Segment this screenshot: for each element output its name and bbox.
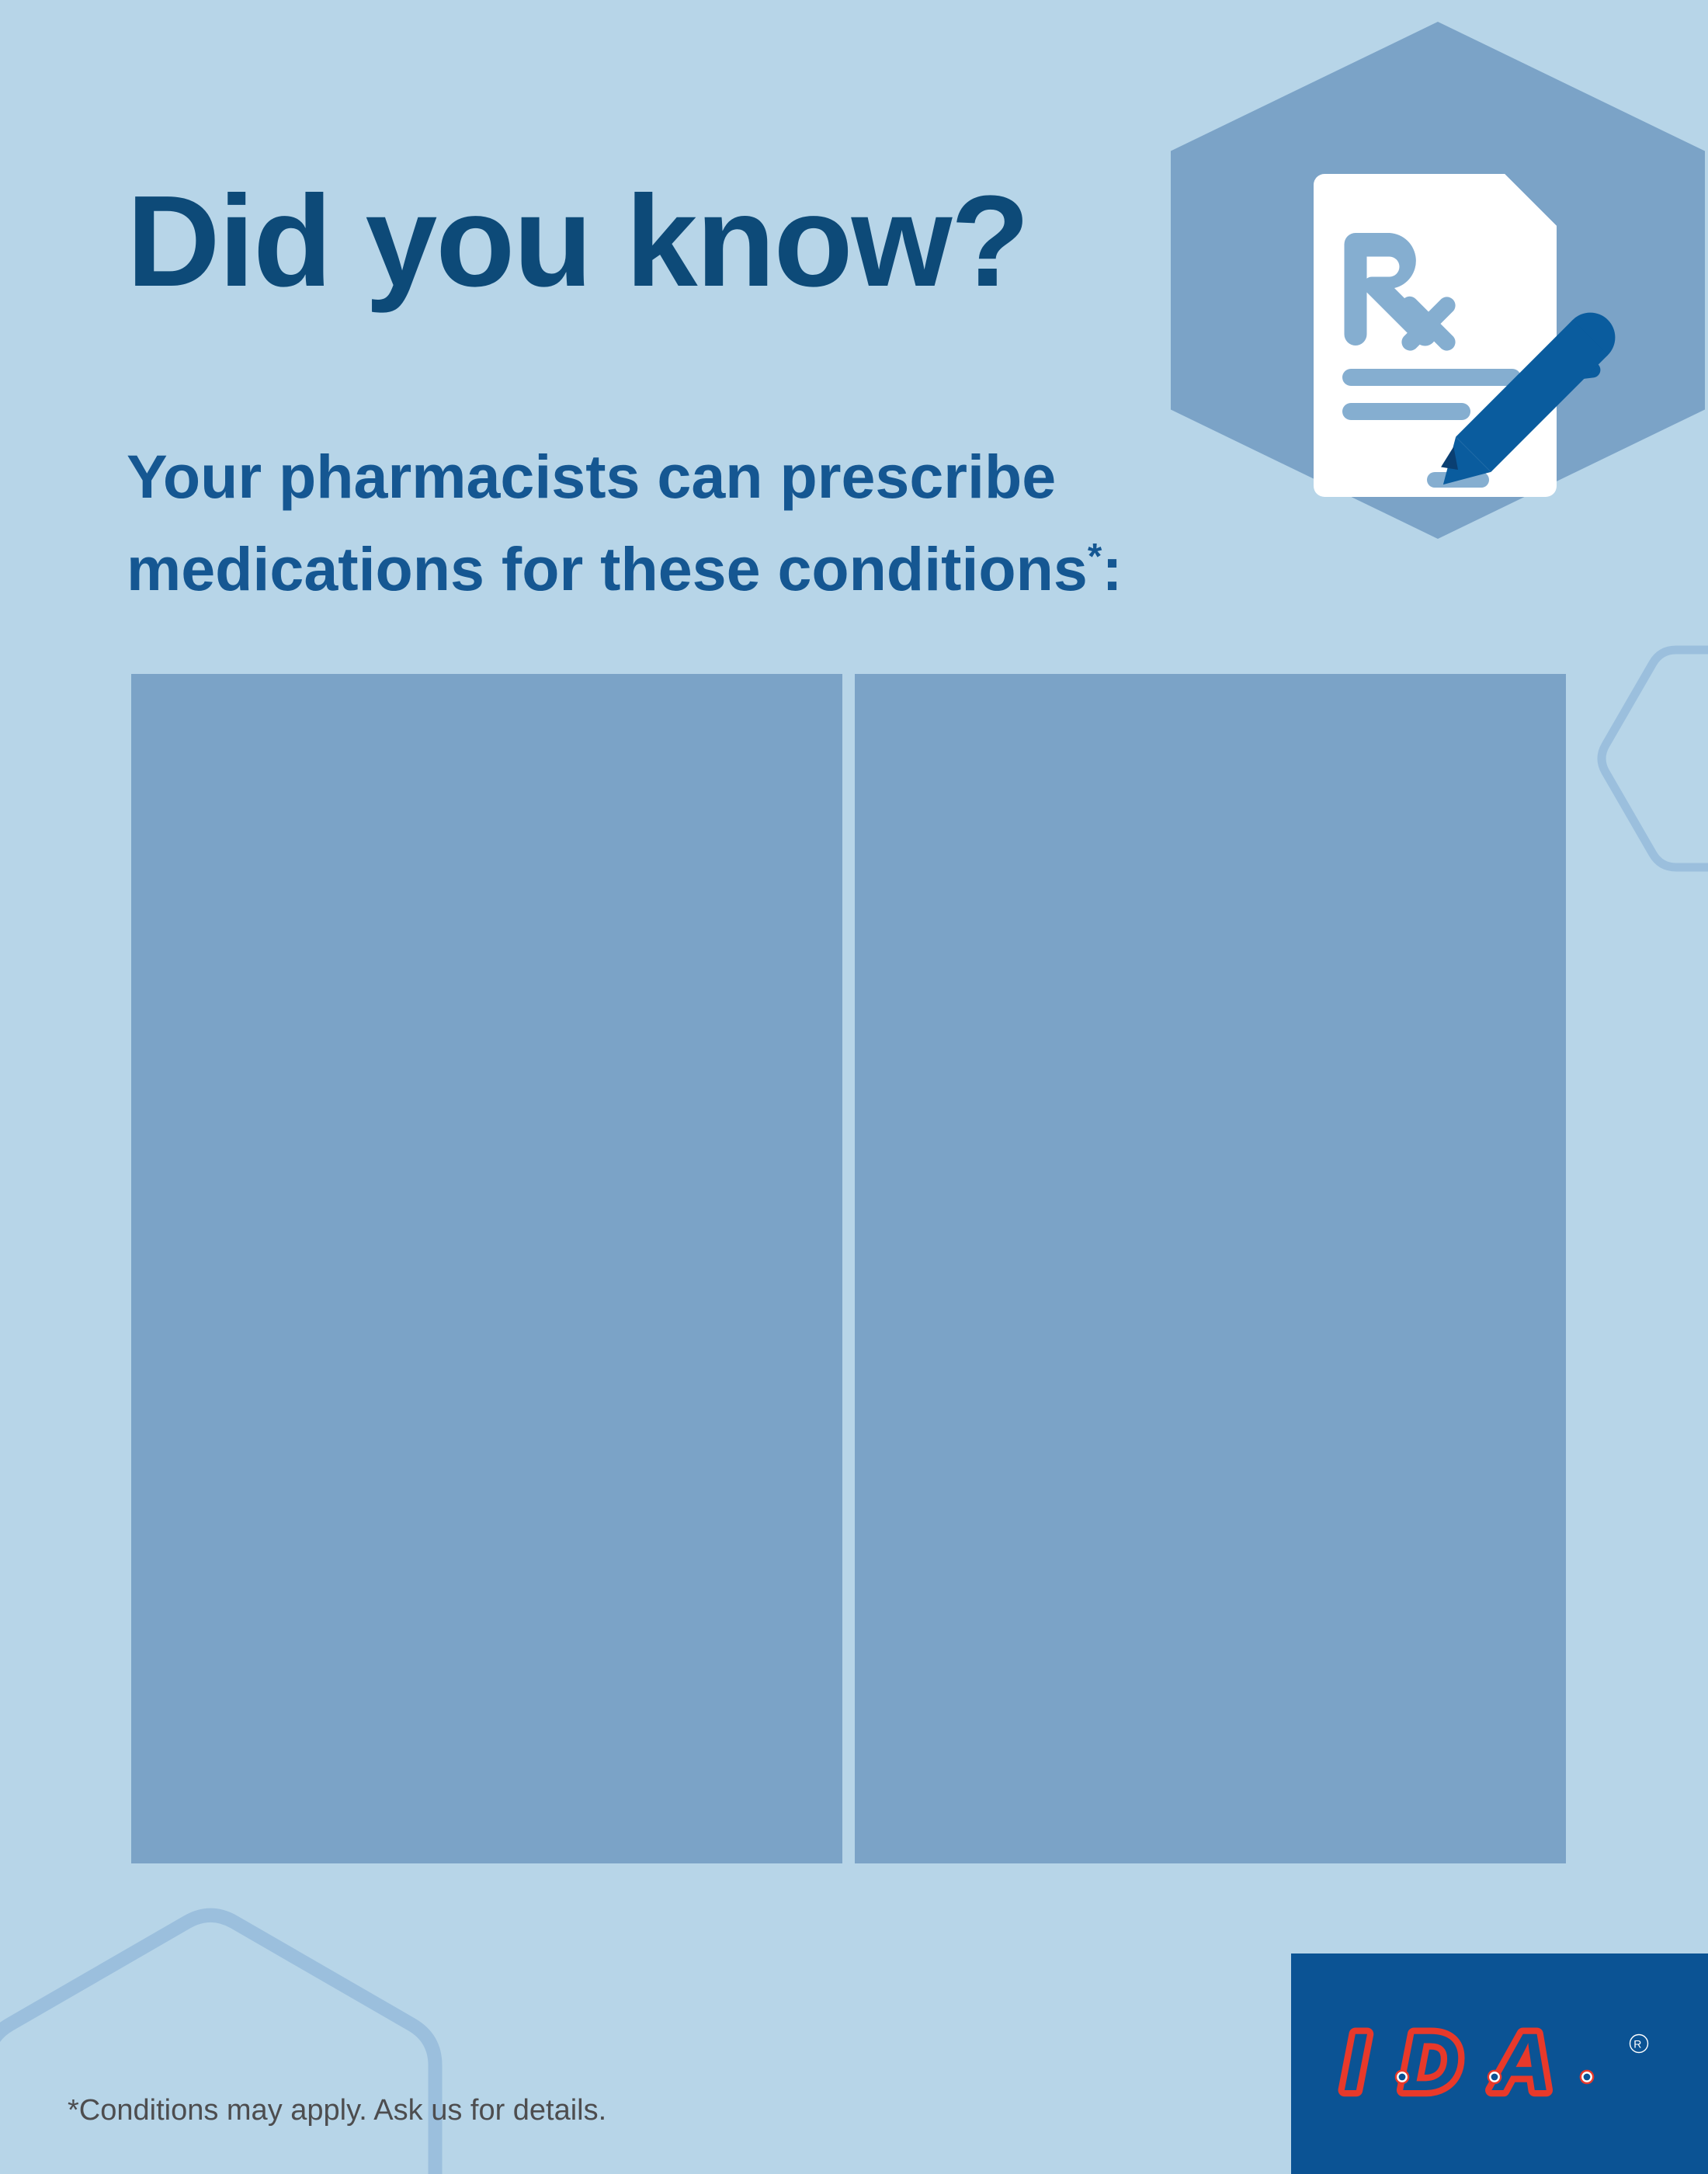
svg-text:R: R [1633,2038,1641,2051]
svg-text:I D A: I D A [1343,2017,1559,2108]
